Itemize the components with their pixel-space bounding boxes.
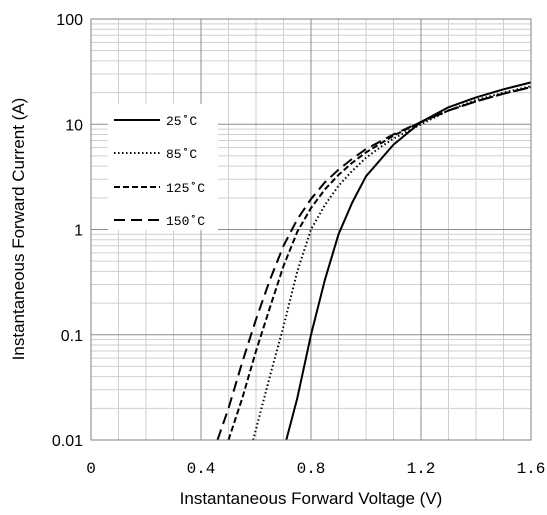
y-tick-label: 1 xyxy=(74,223,83,240)
series-line xyxy=(285,81,532,441)
legend-label: 150˚C xyxy=(166,214,205,229)
legend-box xyxy=(108,104,218,230)
legend-label: 25˚C xyxy=(166,114,197,129)
y-tick-labels: 0.01 0.1 1 10 100 xyxy=(52,12,83,450)
legend-label: 125˚C xyxy=(166,181,205,196)
series-line xyxy=(252,85,532,441)
x-tick-label: 0.4 xyxy=(187,460,216,478)
x-tick-label: 1.2 xyxy=(407,460,436,478)
x-tick-label: 1.6 xyxy=(517,460,546,478)
series-lines xyxy=(216,81,532,441)
x-tick-label: 0.8 xyxy=(297,460,326,478)
x-tick-labels: 0 0.4 0.8 1.2 1.6 xyxy=(86,460,545,478)
y-tick-label: 0.1 xyxy=(61,328,83,345)
series-line xyxy=(216,86,532,441)
legend: 25˚C 85˚C 125˚C 150˚C xyxy=(108,104,218,230)
x-axis-title: Instantaneous Forward Voltage (V) xyxy=(180,489,443,508)
y-axis-title: Instantaneous Forward Current (A) xyxy=(9,98,28,361)
x-tick-label: 0 xyxy=(86,460,96,478)
y-tick-label: 0.01 xyxy=(52,433,83,450)
legend-label: 85˚C xyxy=(166,147,197,162)
y-tick-label: 100 xyxy=(56,12,83,29)
plot-frame xyxy=(90,18,532,441)
y-tick-label: 10 xyxy=(65,117,83,134)
